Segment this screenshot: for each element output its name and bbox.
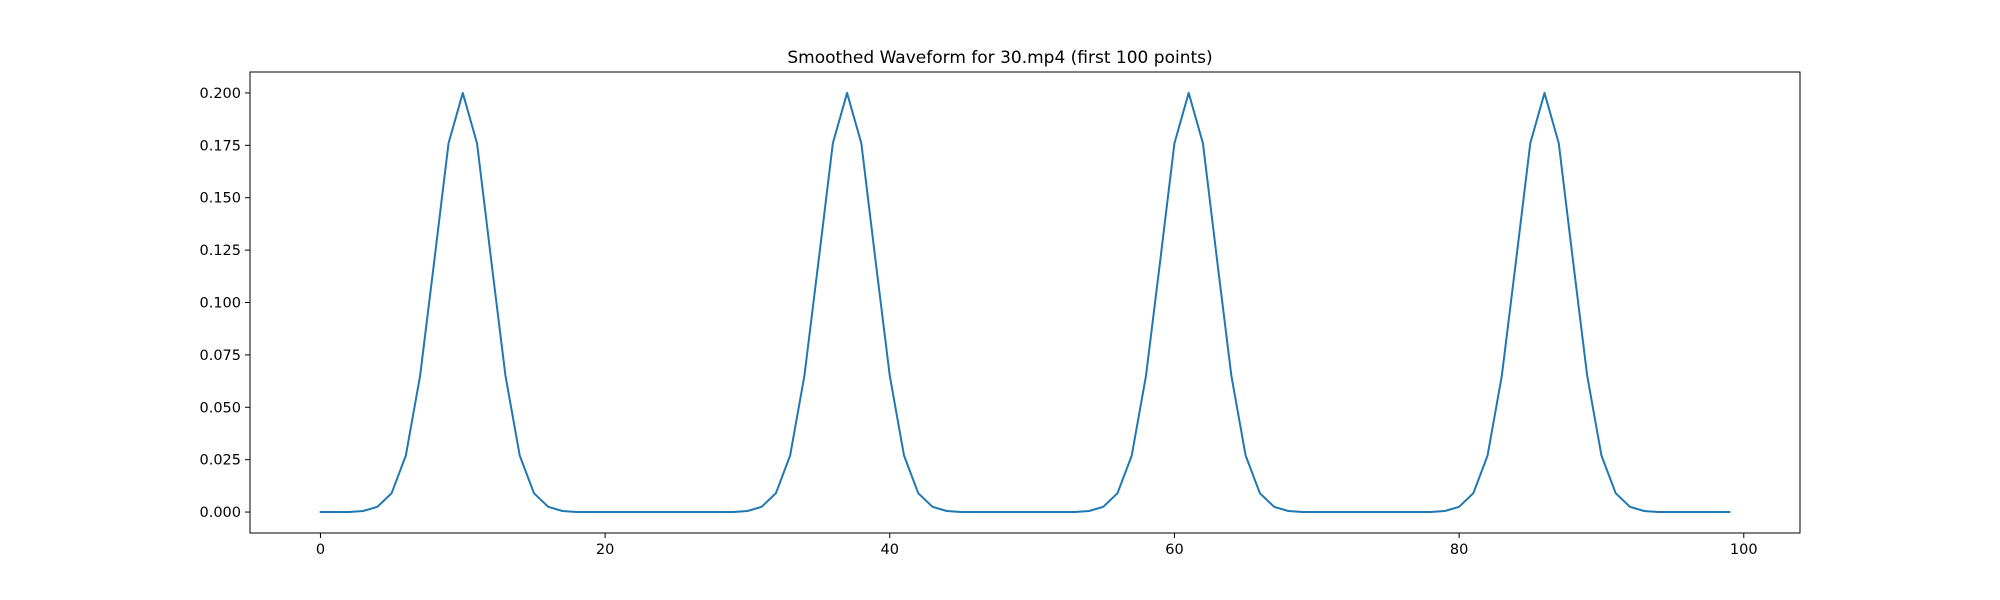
x-tick-label: 100 bbox=[1730, 542, 1758, 558]
x-tick-label: 80 bbox=[1450, 542, 1468, 558]
series-line bbox=[319, 91, 1731, 514]
x-tick-label: 20 bbox=[596, 542, 614, 558]
x-tick-label: 60 bbox=[1165, 542, 1183, 558]
y-tick-label: 0.175 bbox=[199, 138, 241, 154]
y-tick-label: 0.000 bbox=[199, 505, 241, 521]
x-tick-label: 40 bbox=[881, 542, 899, 558]
y-tick-label: 0.200 bbox=[199, 86, 241, 102]
y-tick-label: 0.150 bbox=[199, 191, 241, 207]
y-tick-label: 0.025 bbox=[199, 453, 241, 469]
axis-ticks: 0 20 40 60 80 100 0.000 0.025 0.050 0.075 0.100 0.1… bbox=[199, 86, 1757, 558]
y-tick-label: 0.050 bbox=[199, 400, 241, 416]
plot-area-frame bbox=[249, 71, 1801, 534]
y-tick-label: 0.100 bbox=[199, 296, 241, 312]
x-tick-label: 0 bbox=[316, 542, 325, 558]
chart-title: Smoothed Waveform for 30.mp4 (first 100 … bbox=[787, 48, 1212, 68]
y-tick-label: 0.075 bbox=[199, 348, 241, 364]
y-tick-label: 0.125 bbox=[199, 243, 241, 259]
